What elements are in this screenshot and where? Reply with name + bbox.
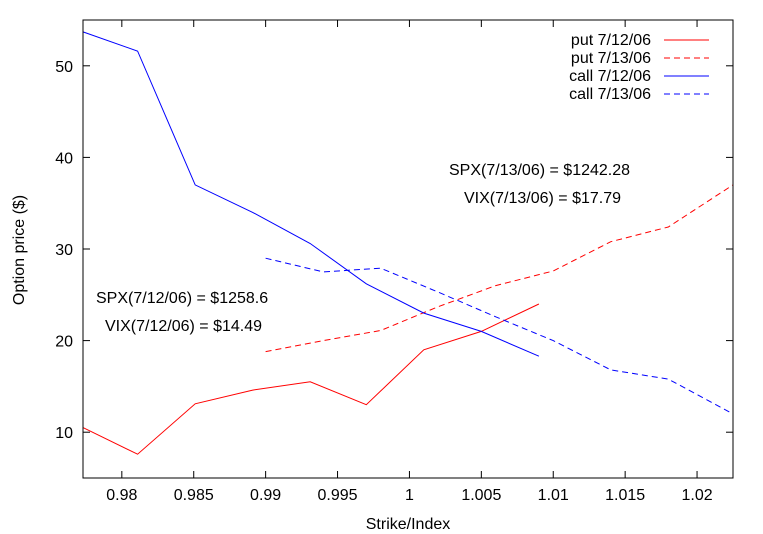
- series-line-3: [265, 257, 734, 415]
- x-tick-label: 0.985: [174, 487, 214, 504]
- y-axis-title: Option price ($): [11, 195, 28, 305]
- annotation-vix-0713: VIX(7/13/06) = $17.79: [464, 190, 621, 207]
- y-tick-label: 30: [55, 242, 73, 259]
- x-tick-label: 0.995: [318, 487, 358, 504]
- series-layer: [82, 31, 734, 455]
- x-axis-title: Strike/Index: [366, 516, 450, 533]
- x-tick-label: 0.99: [250, 487, 281, 504]
- annotation-vix-0712: VIX(7/12/06) = $14.49: [105, 318, 262, 335]
- x-tick-label: 1.01: [538, 487, 569, 504]
- axis-layer: 0.98 0.985 0.99 0.995 1 1.005 1.01 1.015 1.02 10 2…: [55, 19, 734, 504]
- y-tick-label: 50: [55, 59, 73, 76]
- annotation-spx-0713: SPX(7/13/06) = $1242.28: [449, 162, 630, 179]
- series-line-2: [82, 31, 540, 357]
- y-tick-label: 20: [55, 334, 73, 351]
- legend-label-2: call 7/12/06: [569, 68, 651, 85]
- x-tick-label: 1.02: [681, 487, 712, 504]
- x-tick-label: 1: [405, 487, 414, 504]
- annotation-spx-0712: SPX(7/12/06) = $1258.6: [96, 290, 268, 307]
- x-tick-label: 1.005: [461, 487, 501, 504]
- y-tick-label: 10: [55, 425, 73, 442]
- x-tick-label: 1.015: [605, 487, 645, 504]
- legend-label-3: call 7/13/06: [569, 86, 651, 103]
- legend-label-1: put 7/13/06: [571, 50, 651, 67]
- legend-label-0: put 7/12/06: [571, 32, 651, 49]
- y-tick-label: 40: [55, 150, 73, 167]
- series-line-1: [265, 184, 734, 353]
- x-tick-label: 0.98: [106, 487, 137, 504]
- series-line-0: [82, 303, 540, 455]
